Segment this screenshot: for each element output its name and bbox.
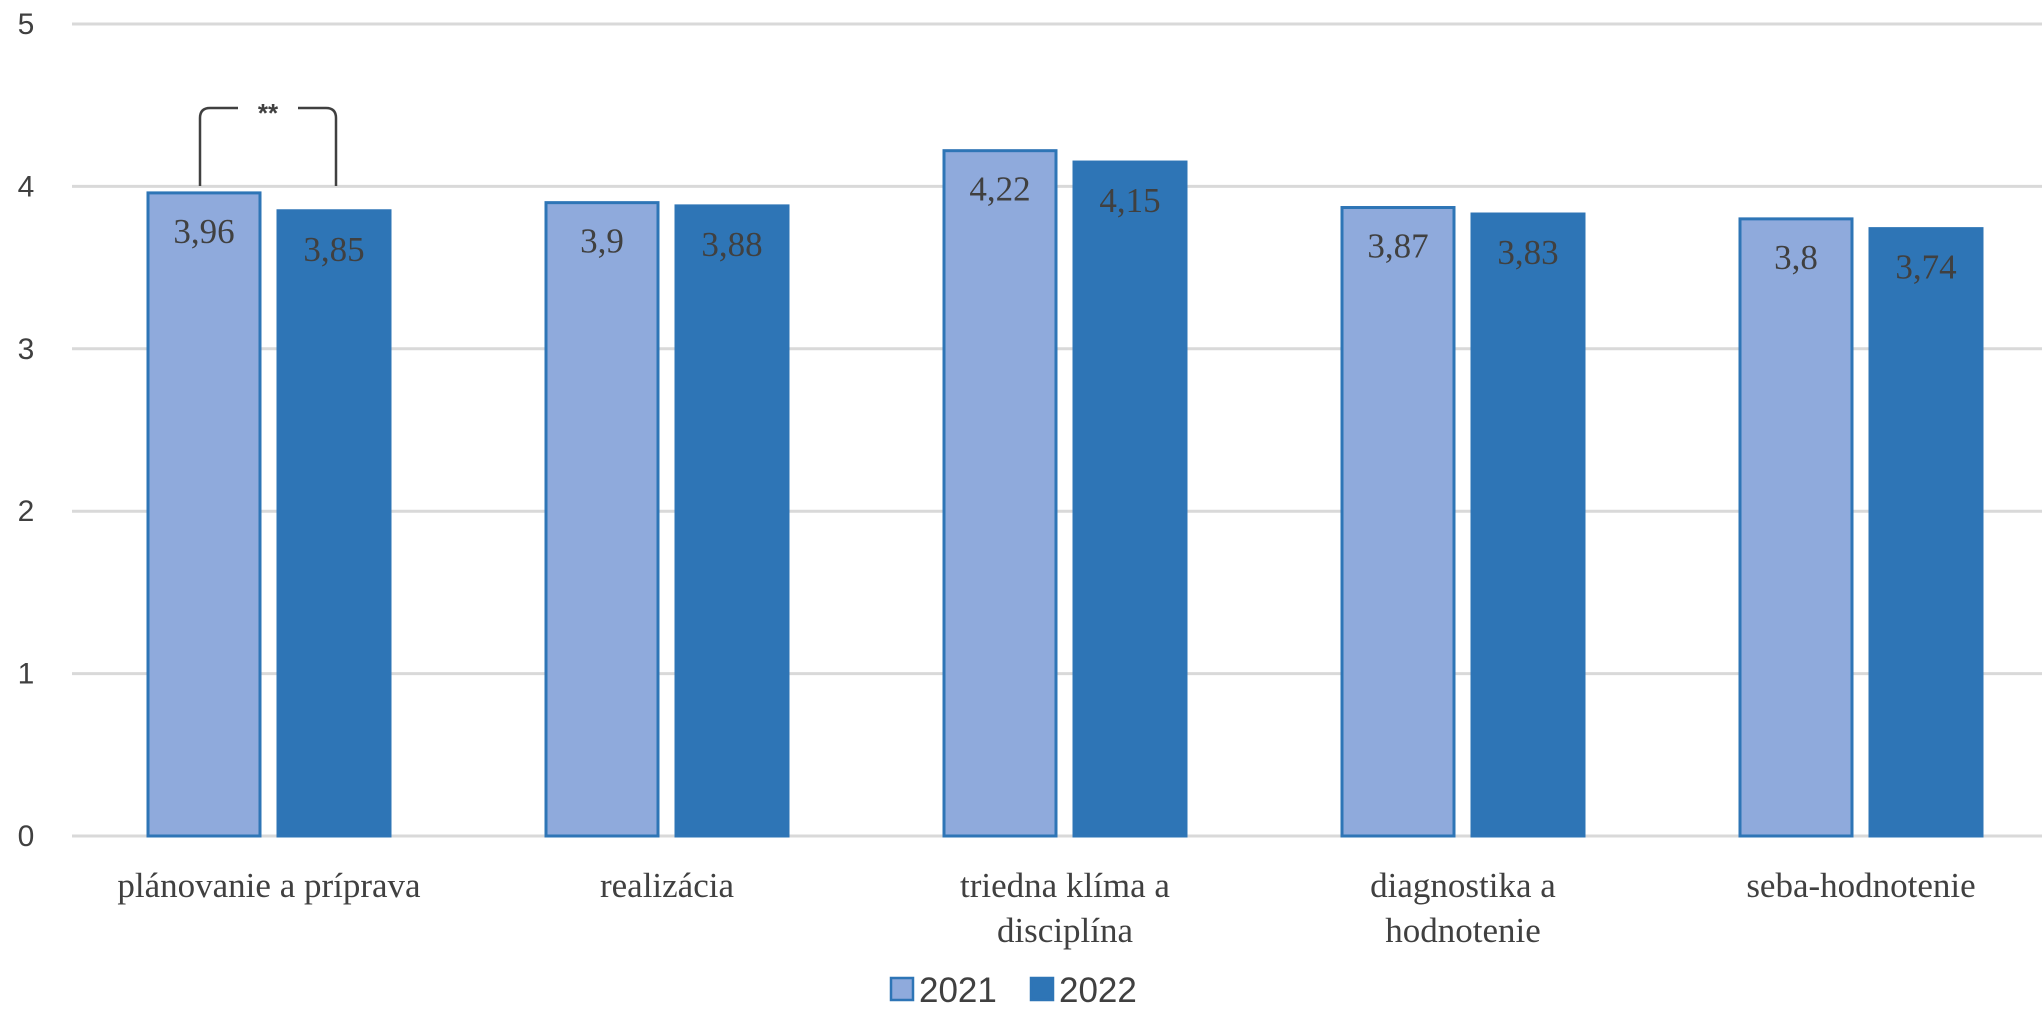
y-tick-label: 3 <box>18 333 35 366</box>
legend-label-2022: 2022 <box>1059 971 1137 1010</box>
x-category-label-line: disciplína <box>997 911 1134 950</box>
legend-label-2021: 2021 <box>919 971 997 1010</box>
x-category-label: plánovanie a príprava <box>117 866 421 905</box>
legend-swatch-2022 <box>1029 976 1055 1002</box>
bar-2021-2 <box>942 149 1058 838</box>
y-tick-label: 4 <box>18 170 35 203</box>
bar-2022-0 <box>276 209 392 838</box>
data-label-2022-1: 3,88 <box>701 225 762 264</box>
y-tick-label: 0 <box>18 820 35 853</box>
x-category-label: realizácia <box>600 866 735 905</box>
bar-2021-4 <box>1738 217 1854 838</box>
y-tick-label: 2 <box>18 495 35 528</box>
bar-2022-4 <box>1868 227 1984 838</box>
legend-swatch-2021 <box>889 976 915 1002</box>
bar-2021-3 <box>1340 206 1456 838</box>
x-category-label-line: realizácia <box>600 866 735 905</box>
bar-2022-2 <box>1072 160 1188 838</box>
annotations: ** <box>198 98 338 186</box>
data-label-2022-0: 3,85 <box>303 230 364 269</box>
significance-marker: ** <box>258 98 279 128</box>
bars <box>146 149 1984 838</box>
bar-2021-1 <box>544 201 660 838</box>
bar-2022-3 <box>1470 212 1586 838</box>
legend: 2021 2022 <box>889 971 1137 1010</box>
x-category-label: diagnostika a hodnotenie <box>1370 866 1556 950</box>
x-category-label-line: triedna klíma a <box>960 866 1170 905</box>
data-label-2022-2: 4,15 <box>1099 181 1160 220</box>
data-label-2021-0: 3,96 <box>173 212 234 251</box>
y-tick-label: 1 <box>18 658 35 691</box>
data-label-2021-4: 3,8 <box>1774 238 1818 277</box>
data-label-2021-2: 4,22 <box>969 170 1030 209</box>
bar-2022-1 <box>674 204 790 838</box>
y-tick-label: 5 <box>18 8 35 41</box>
data-labels: 3,96 3,85 3,9 3,88 4,22 4,15 3,87 3,83 3,8 3,74 <box>173 170 1956 287</box>
data-label-2021-1: 3,9 <box>580 222 624 261</box>
x-category-label: triedna klíma a disciplína <box>960 866 1170 950</box>
x-category-label-line: diagnostika a <box>1370 866 1556 905</box>
bar-2021-0 <box>146 191 262 838</box>
data-label-2022-3: 3,83 <box>1497 233 1558 272</box>
y-axis-ticks: 0 1 2 3 4 5 <box>18 8 35 853</box>
x-category-label-line: plánovanie a príprava <box>117 866 421 905</box>
x-category-label: seba-hodnotenie <box>1746 866 1975 905</box>
x-category-label-line: seba-hodnotenie <box>1746 866 1975 905</box>
x-category-label-line: hodnotenie <box>1385 911 1541 950</box>
x-axis-labels: plánovanie a príprava realizácia triedna k… <box>117 866 1975 950</box>
significance-bracket <box>198 106 338 186</box>
data-label-2021-3: 3,87 <box>1367 227 1428 266</box>
data-label-2022-4: 3,74 <box>1895 248 1956 287</box>
